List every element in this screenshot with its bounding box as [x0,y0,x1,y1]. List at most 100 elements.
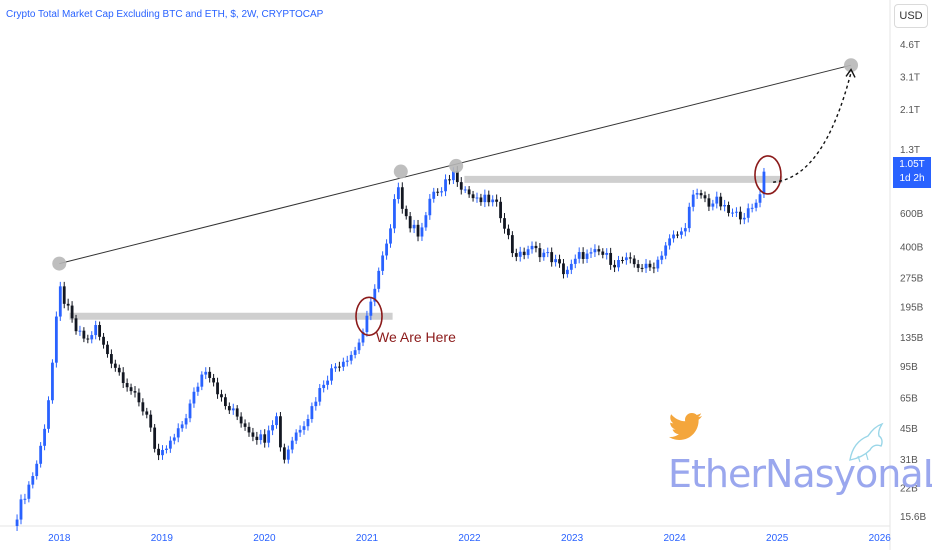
candle-body [121,372,125,384]
x-tick-label: 2024 [664,533,687,544]
candle-body [145,411,149,415]
candle-body [47,400,50,429]
candle-body [98,325,102,337]
candle-body [220,394,223,398]
candle-body [699,193,703,196]
candle-body [216,382,219,395]
candle-body [444,179,447,192]
candle-body [436,191,440,193]
candle-body [208,371,212,378]
candle-body [676,234,679,236]
candle-body [235,408,239,417]
candle-body [361,331,365,343]
candle-body [373,288,377,302]
candle-body [668,238,672,246]
candle-body [133,391,137,393]
candle-body [644,263,648,269]
x-tick-label: 2026 [869,533,892,544]
candle-body [275,416,278,426]
candle-body [282,447,286,460]
candle-body [507,228,510,236]
candle-body [503,218,506,229]
candle-body [263,434,267,443]
projection-arrow [773,72,852,183]
candle-body [318,388,322,402]
candle-body [161,449,164,456]
time-axis[interactable]: 2018 2019 2020 2021 2022 2023 2024 2025 2026 [48,533,891,544]
candle-body [707,198,711,207]
candle-body [15,519,19,526]
candle-body [448,179,451,181]
trendline-layer [52,58,859,337]
candle-body [157,448,160,456]
candle-body [204,371,208,375]
price-axis[interactable]: 4.6T 3.1T 2.1T 1.3T 600B 400B 275B 195B 135B 95B 6… [900,40,926,523]
candle-body [141,402,145,412]
candle-body [499,201,502,219]
we-are-here-label: We Are Here [376,329,456,345]
candle-body [754,202,758,208]
pivot-marker [449,158,464,173]
candle-body [762,171,766,195]
candle-body [467,189,471,195]
candle-body [471,194,475,199]
currency-button[interactable]: USD [894,4,928,28]
candle-body [495,199,499,202]
candle-body [302,426,306,430]
candle-body [510,235,514,254]
candle-body [746,208,750,218]
y-tick-label: 4.6T [900,40,920,51]
candle-body [605,252,609,255]
candle-body [168,440,172,449]
candle-body [334,366,337,369]
candle-body [609,252,613,265]
candle-body [243,423,247,427]
candle-body [758,194,762,203]
candle-body [703,195,707,199]
candle-body [408,216,412,229]
highlight-circle [355,296,383,337]
candle-body [78,330,82,332]
candle-body [176,428,180,438]
candle-body [573,258,577,264]
candle-body [338,366,341,368]
candle-body [742,217,746,220]
candle-body [90,335,94,340]
candle-body [400,187,404,209]
candle-body [137,392,141,403]
candle-body [738,211,742,220]
y-tick-label: 45B [900,424,918,435]
candle-body [404,208,408,217]
candle-body [538,248,542,258]
y-tick-label: 1.3T [900,145,920,156]
pivot-marker [52,256,67,271]
candle-body [294,432,298,441]
candle-body [314,401,318,407]
candle-body [19,499,23,520]
candle-body [660,255,664,260]
candle-body [94,325,98,336]
last-price-value: 1.05T [899,159,925,170]
candle-body [267,430,271,443]
candle-body [715,196,719,204]
y-tick-label: 31B [900,455,918,466]
candle-body [165,448,168,450]
candle-body [306,419,310,427]
candle-body [420,227,424,237]
candle-body [483,194,487,203]
candle-body [522,251,526,256]
candle-body [298,429,302,433]
candle-body [581,252,585,259]
candle-body [381,255,385,271]
candle-body [656,259,660,269]
candle-body [353,350,357,355]
candle-body [279,416,282,448]
candle-body [259,434,263,441]
candle-body [330,368,333,381]
candle-body [231,408,235,411]
candle-body [58,286,62,317]
y-tick-label: 2.1T [900,105,920,116]
x-tick-label: 2020 [253,533,276,544]
bar-countdown: 1d 2h [899,173,925,184]
